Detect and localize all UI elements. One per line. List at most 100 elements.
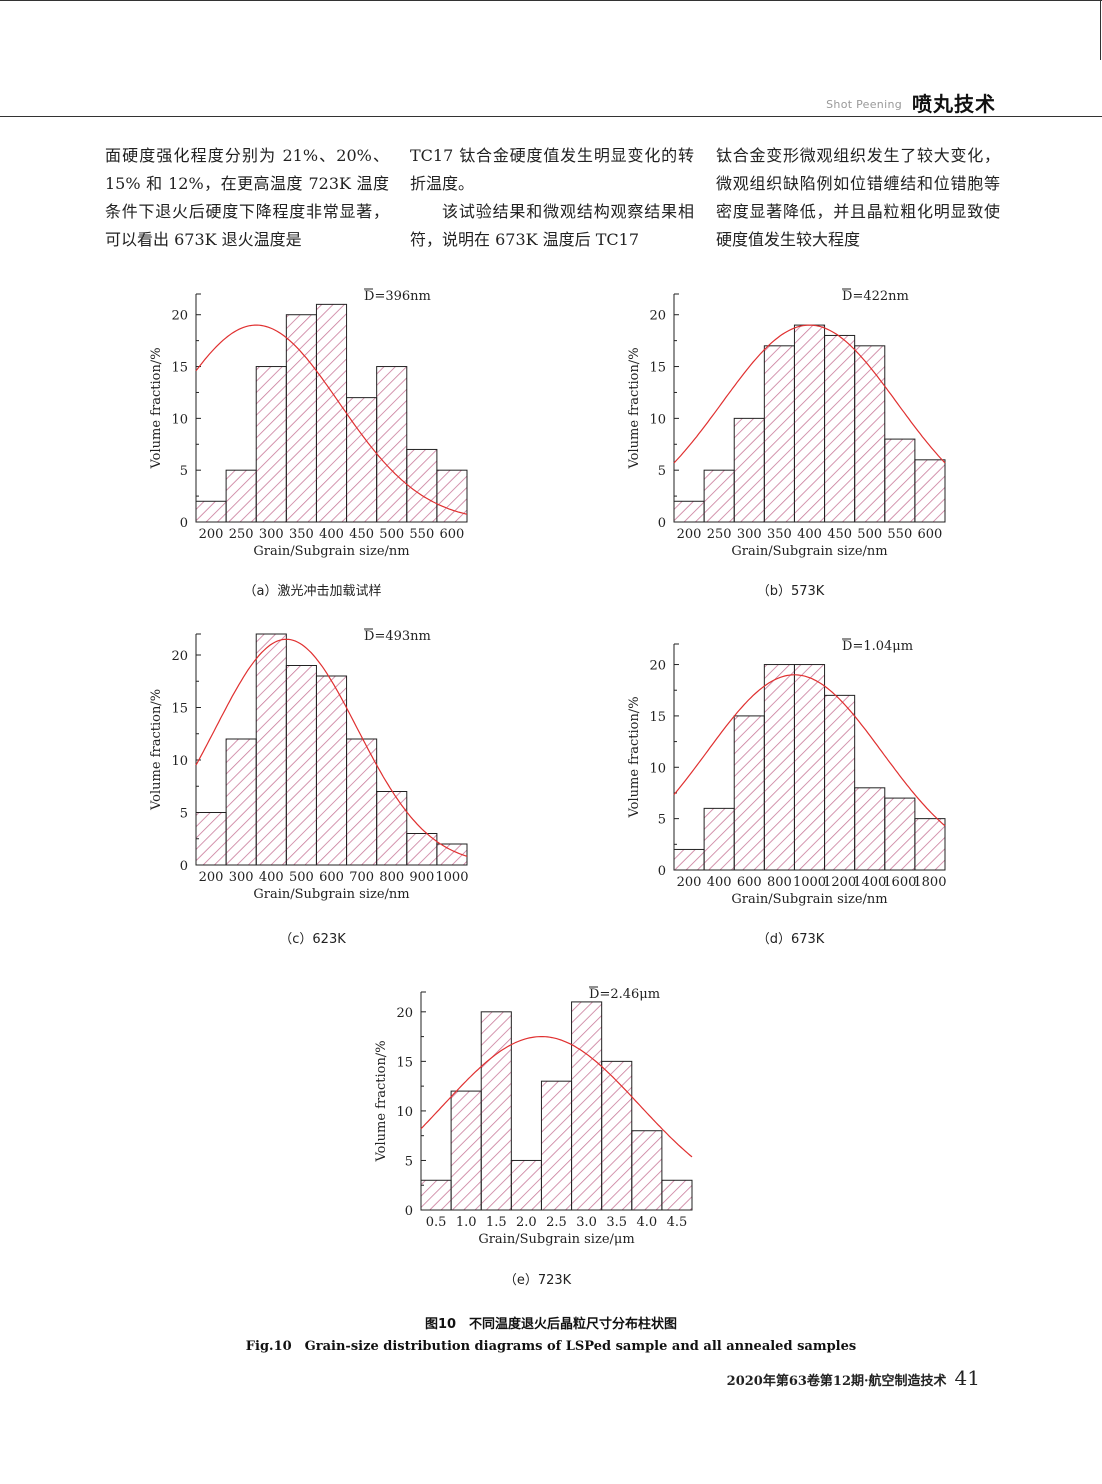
- histogram-bar: [601, 1060, 633, 1211]
- y-tick-label: 10: [396, 1105, 413, 1120]
- histogram-bar: [376, 366, 408, 523]
- y-tick-label: 15: [649, 361, 666, 376]
- x-tick-label: 2.0: [516, 1215, 537, 1230]
- histogram-bar: [510, 1159, 542, 1211]
- y-tick-label: 15: [171, 361, 188, 376]
- paragraph: 面硬度强化程度分别为 21%、20%、15% 和 12%，在更高温度 723K …: [105, 146, 389, 249]
- histogram-bar: [793, 324, 826, 523]
- histogram-bar: [255, 633, 287, 866]
- fit-curve: [195, 324, 468, 515]
- chart-d: 0 5 10 15 20 200 400 600 800 1000 1200 1400 1600 1800…: [618, 632, 963, 912]
- x-tick-label: 800: [379, 870, 404, 885]
- x-tick-label: 3.5: [606, 1215, 627, 1230]
- histogram-bar: [195, 812, 227, 866]
- x-axis-label: Grain/Subgrain size/nm: [253, 544, 409, 559]
- y-axis-label: Volume fraction/%: [374, 1040, 389, 1162]
- x-tick-label: 700: [349, 870, 374, 885]
- footer-issue: 2020年第63卷第12期·航空制造技术: [726, 1374, 947, 1389]
- histogram-a: 0 5 10 15 20 200 250 300 350 400 450 500 550 600 Grain…: [149, 288, 468, 559]
- histogram-bar: [285, 665, 317, 866]
- histogram-bar: [703, 807, 735, 871]
- histogram-bar: [631, 1130, 663, 1211]
- x-tick-label: 200: [199, 870, 224, 885]
- x-tick-label: 2.5: [546, 1215, 567, 1230]
- x-tick-label: 1200: [823, 875, 856, 890]
- x-tick-label: 550: [887, 527, 912, 542]
- y-tick-label: 10: [649, 412, 666, 427]
- caption-d: （d）673K: [756, 932, 825, 947]
- mean-annotation: D=396nm: [364, 289, 431, 304]
- y-tick-label: 5: [180, 464, 188, 479]
- figure-caption-en: Fig.10 Grain-size distribution diagrams …: [245, 1339, 857, 1354]
- y-tick-label: 10: [171, 412, 188, 427]
- histogram-bar: [285, 314, 317, 523]
- page-header: Shot Peening 喷丸技术: [0, 0, 1102, 118]
- x-tick-label: 4.5: [667, 1215, 688, 1230]
- y-tick-label: 5: [658, 464, 666, 479]
- y-tick-label: 15: [649, 710, 666, 725]
- header-top-rule: [0, 0, 1102, 1]
- journal-name-en: Shot Peening: [826, 98, 902, 111]
- histogram-bar: [763, 345, 795, 523]
- chart-e: 0 5 10 15 20 0.5 1.0 1.5 2.0 2.5 3.0 3.5 4.0 4.5 Grain…: [365, 980, 710, 1252]
- y-tick-label: 15: [171, 702, 188, 717]
- page-footer: 2020年第63卷第12期·航空制造技术 41: [727, 1366, 980, 1390]
- x-tick-label: 4.0: [636, 1215, 657, 1230]
- x-tick-label: 1.0: [456, 1215, 477, 1230]
- x-tick-label: 300: [229, 870, 254, 885]
- x-tick-label: 500: [857, 527, 882, 542]
- x-tick-label: 200: [677, 527, 702, 542]
- histogram-bar: [406, 833, 438, 866]
- chart-a: 0 5 10 15 20 200 250 300 350 400 450 500 550 600 Grain…: [140, 282, 485, 564]
- y-tick-label: 10: [171, 754, 188, 769]
- paragraph: TC17 钛合金硬度值发生明显变化的转折温度。: [410, 146, 694, 193]
- mean-annotation: D=493nm: [364, 629, 431, 644]
- mean-annotation: D=422nm: [842, 289, 909, 304]
- histogram-bar: [703, 469, 735, 523]
- histogram-bar: [884, 438, 916, 523]
- histogram-b: 0 5 10 15 20 200 250 300 350 400 450 500 550 600 Grain…: [627, 288, 946, 559]
- histogram-bar: [225, 469, 257, 523]
- x-tick-label: 600: [440, 527, 465, 542]
- y-tick-label: 20: [649, 309, 666, 324]
- x-tick-label: 1000: [435, 870, 468, 885]
- histogram-bar: [854, 345, 886, 523]
- histogram-bar: [824, 334, 856, 523]
- histogram-bar: [420, 1179, 452, 1211]
- histogram-d: 0 5 10 15 20 200 400 600 800 10001200140016001800…: [627, 638, 946, 907]
- text-column-2: TC17 钛合金硬度值发生明显变化的转折温度。 该试验结果和微观结构观察结果相符…: [410, 142, 694, 254]
- histogram-bar: [436, 843, 468, 866]
- x-tick-label: 600: [319, 870, 344, 885]
- x-tick-label: 250: [229, 527, 254, 542]
- x-tick-label: 600: [918, 527, 943, 542]
- x-tick-label: 350: [767, 527, 792, 542]
- histogram-bar: [540, 1080, 573, 1211]
- y-tick-label: 20: [396, 1006, 413, 1021]
- mean-annotation: D=1.04μm: [842, 639, 913, 654]
- header-bottom-rule: [0, 116, 1102, 117]
- histogram-bar: [673, 500, 705, 523]
- histogram-bar: [661, 1179, 693, 1211]
- x-tick-label: 1.5: [486, 1215, 507, 1230]
- histogram-bar: [763, 664, 795, 871]
- chart-b: 0 5 10 15 20 200 250 300 350 400 450 500 550 600 Grain…: [618, 282, 963, 564]
- fit-curve: [195, 638, 468, 857]
- histogram-bar: [571, 1001, 603, 1211]
- caption-b: （b）573K: [756, 584, 825, 599]
- y-tick-label: 20: [171, 649, 188, 664]
- x-tick-label: 400: [259, 870, 284, 885]
- y-axis-label: Volume fraction/%: [627, 347, 642, 469]
- histogram-bar: [315, 303, 348, 523]
- caption-c: （c）623K: [279, 932, 346, 947]
- y-tick-label: 15: [396, 1055, 413, 1070]
- x-tick-label: 450: [827, 527, 852, 542]
- text-column-1: 面硬度强化程度分别为 21%、20%、15% 和 12%，在更高温度 723K …: [105, 142, 389, 254]
- y-tick-label: 10: [649, 761, 666, 776]
- x-tick-label: 300: [259, 527, 284, 542]
- text-column-3: 钛合金变形微观组织发生了较大变化，微观组织缺陷例如位错缠结和位错胞等密度显著降低…: [716, 142, 1000, 254]
- fit-curve: [420, 1036, 693, 1158]
- y-tick-label: 0: [180, 859, 188, 874]
- x-tick-label: 400: [707, 875, 732, 890]
- x-tick-label: 0.5: [426, 1215, 447, 1230]
- histogram-bar: [315, 675, 348, 866]
